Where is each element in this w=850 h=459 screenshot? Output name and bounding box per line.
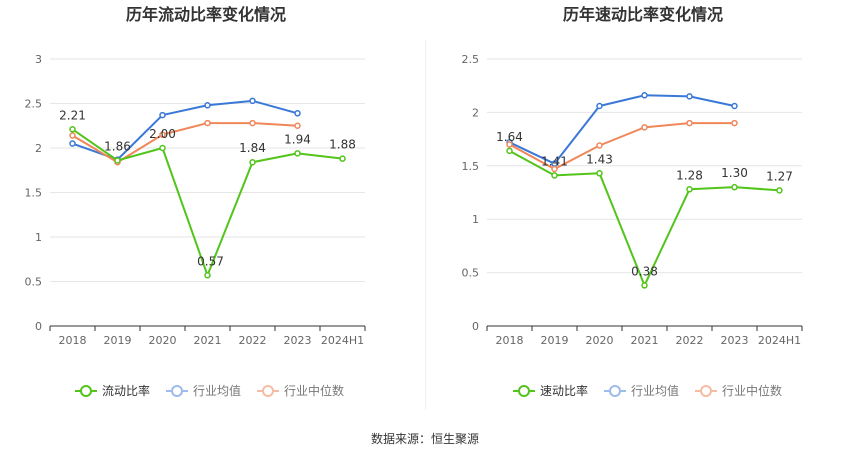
data-point xyxy=(294,110,301,117)
y-tick-label: 1.5 xyxy=(25,187,43,200)
legend-marker xyxy=(700,385,712,397)
y-tick-label: 2.5 xyxy=(25,98,43,111)
data-label: 1.64 xyxy=(496,130,523,144)
data-label: 1.43 xyxy=(586,152,613,166)
legend-label: 行业中位数 xyxy=(722,383,782,398)
legend-label: 速动比率 xyxy=(540,383,588,398)
x-tick-label: 2024H1 xyxy=(321,334,364,347)
series-line xyxy=(509,122,735,171)
data-label: 0.38 xyxy=(631,264,658,278)
data-point xyxy=(506,141,513,148)
data-point xyxy=(204,272,211,279)
x-tick-label: 2021 xyxy=(631,334,659,347)
x-tick-label: 2019 xyxy=(104,334,132,347)
data-label: 1.28 xyxy=(676,168,703,182)
data-point xyxy=(159,111,166,119)
y-tick-label: 2 xyxy=(35,142,42,155)
legend-marker xyxy=(80,385,92,397)
data-point xyxy=(776,187,783,194)
y-tick-label: 2 xyxy=(472,106,479,119)
data-point xyxy=(204,119,211,127)
x-tick-label: 2022 xyxy=(676,334,704,347)
data-label: 2.21 xyxy=(59,108,86,122)
x-tick-label: 2024H1 xyxy=(758,334,801,347)
y-tick-label: 0.5 xyxy=(25,276,43,289)
y-tick-label: 0 xyxy=(472,320,479,333)
data-point xyxy=(159,131,166,138)
y-tick-label: 1 xyxy=(35,231,42,244)
data-point xyxy=(249,158,256,166)
series-line xyxy=(509,94,735,165)
data-label: 1.41 xyxy=(541,154,568,168)
x-tick-label: 2023 xyxy=(721,334,749,347)
chart-title: 历年速动比率变化情况 xyxy=(563,5,723,24)
data-point xyxy=(294,122,301,129)
chart-title: 历年流动比率变化情况 xyxy=(126,5,286,24)
data-point xyxy=(686,119,693,127)
data-label: 1.84 xyxy=(239,141,266,155)
series-line xyxy=(71,122,298,164)
data-point xyxy=(249,119,256,127)
x-tick-label: 2022 xyxy=(239,334,267,347)
data-point xyxy=(731,183,738,191)
data-label: 1.94 xyxy=(284,132,311,146)
legend-marker xyxy=(171,385,183,397)
data-point xyxy=(551,165,558,173)
y-tick-label: 2.5 xyxy=(462,53,480,66)
data-point xyxy=(69,126,76,133)
data-point xyxy=(641,92,648,99)
y-tick-label: 1.5 xyxy=(462,160,480,173)
x-tick-label: 2019 xyxy=(541,334,569,347)
legend-label: 流动比率 xyxy=(102,383,150,398)
data-point xyxy=(551,172,558,179)
legend-marker xyxy=(518,385,530,397)
x-tick-label: 2020 xyxy=(586,334,614,347)
data-label: 1.88 xyxy=(329,138,356,152)
y-tick-label: 0 xyxy=(35,320,42,333)
data-point xyxy=(686,93,693,100)
legend-marker xyxy=(609,385,621,397)
data-source-note: 数据来源：恒生聚源 xyxy=(370,432,479,446)
data-point xyxy=(114,157,121,164)
y-tick-label: 3 xyxy=(35,53,42,66)
data-point xyxy=(69,132,76,139)
data-point xyxy=(596,170,603,177)
data-point xyxy=(641,282,648,289)
data-label: 1.27 xyxy=(766,169,793,183)
data-point xyxy=(596,102,603,110)
x-tick-label: 2020 xyxy=(149,334,177,347)
data-label: 2.00 xyxy=(149,127,176,141)
data-label: 1.86 xyxy=(104,139,131,153)
data-point xyxy=(731,119,738,127)
data-point xyxy=(249,97,256,105)
x-tick-label: 2023 xyxy=(284,334,312,347)
data-point xyxy=(596,142,603,149)
data-point xyxy=(159,144,166,152)
x-tick-label: 2018 xyxy=(496,334,524,347)
data-label: 0.57 xyxy=(197,254,224,268)
legend-marker xyxy=(262,385,274,397)
data-point xyxy=(294,150,301,157)
data-point xyxy=(69,140,76,147)
data-point xyxy=(686,186,693,193)
legend-label: 行业中位数 xyxy=(284,383,344,398)
panel-divider xyxy=(425,40,426,410)
data-label: 1.30 xyxy=(721,166,748,180)
data-point xyxy=(641,124,648,131)
data-point xyxy=(339,155,346,162)
data-point xyxy=(506,147,513,155)
charts-canvas: 历年流动比率变化情况 0 0.5 1 1.5 2 2.5 3 2018 2019 2020 2021 2… xyxy=(25,5,803,398)
data-point xyxy=(204,102,211,109)
y-tick-label: 0.5 xyxy=(462,267,480,280)
data-point xyxy=(731,102,738,110)
legend-label: 行业均值 xyxy=(631,383,679,398)
y-tick-label: 1 xyxy=(472,213,479,226)
legend-label: 行业均值 xyxy=(193,383,241,398)
x-tick-label: 2021 xyxy=(194,334,222,347)
x-tick-label: 2018 xyxy=(59,334,87,347)
